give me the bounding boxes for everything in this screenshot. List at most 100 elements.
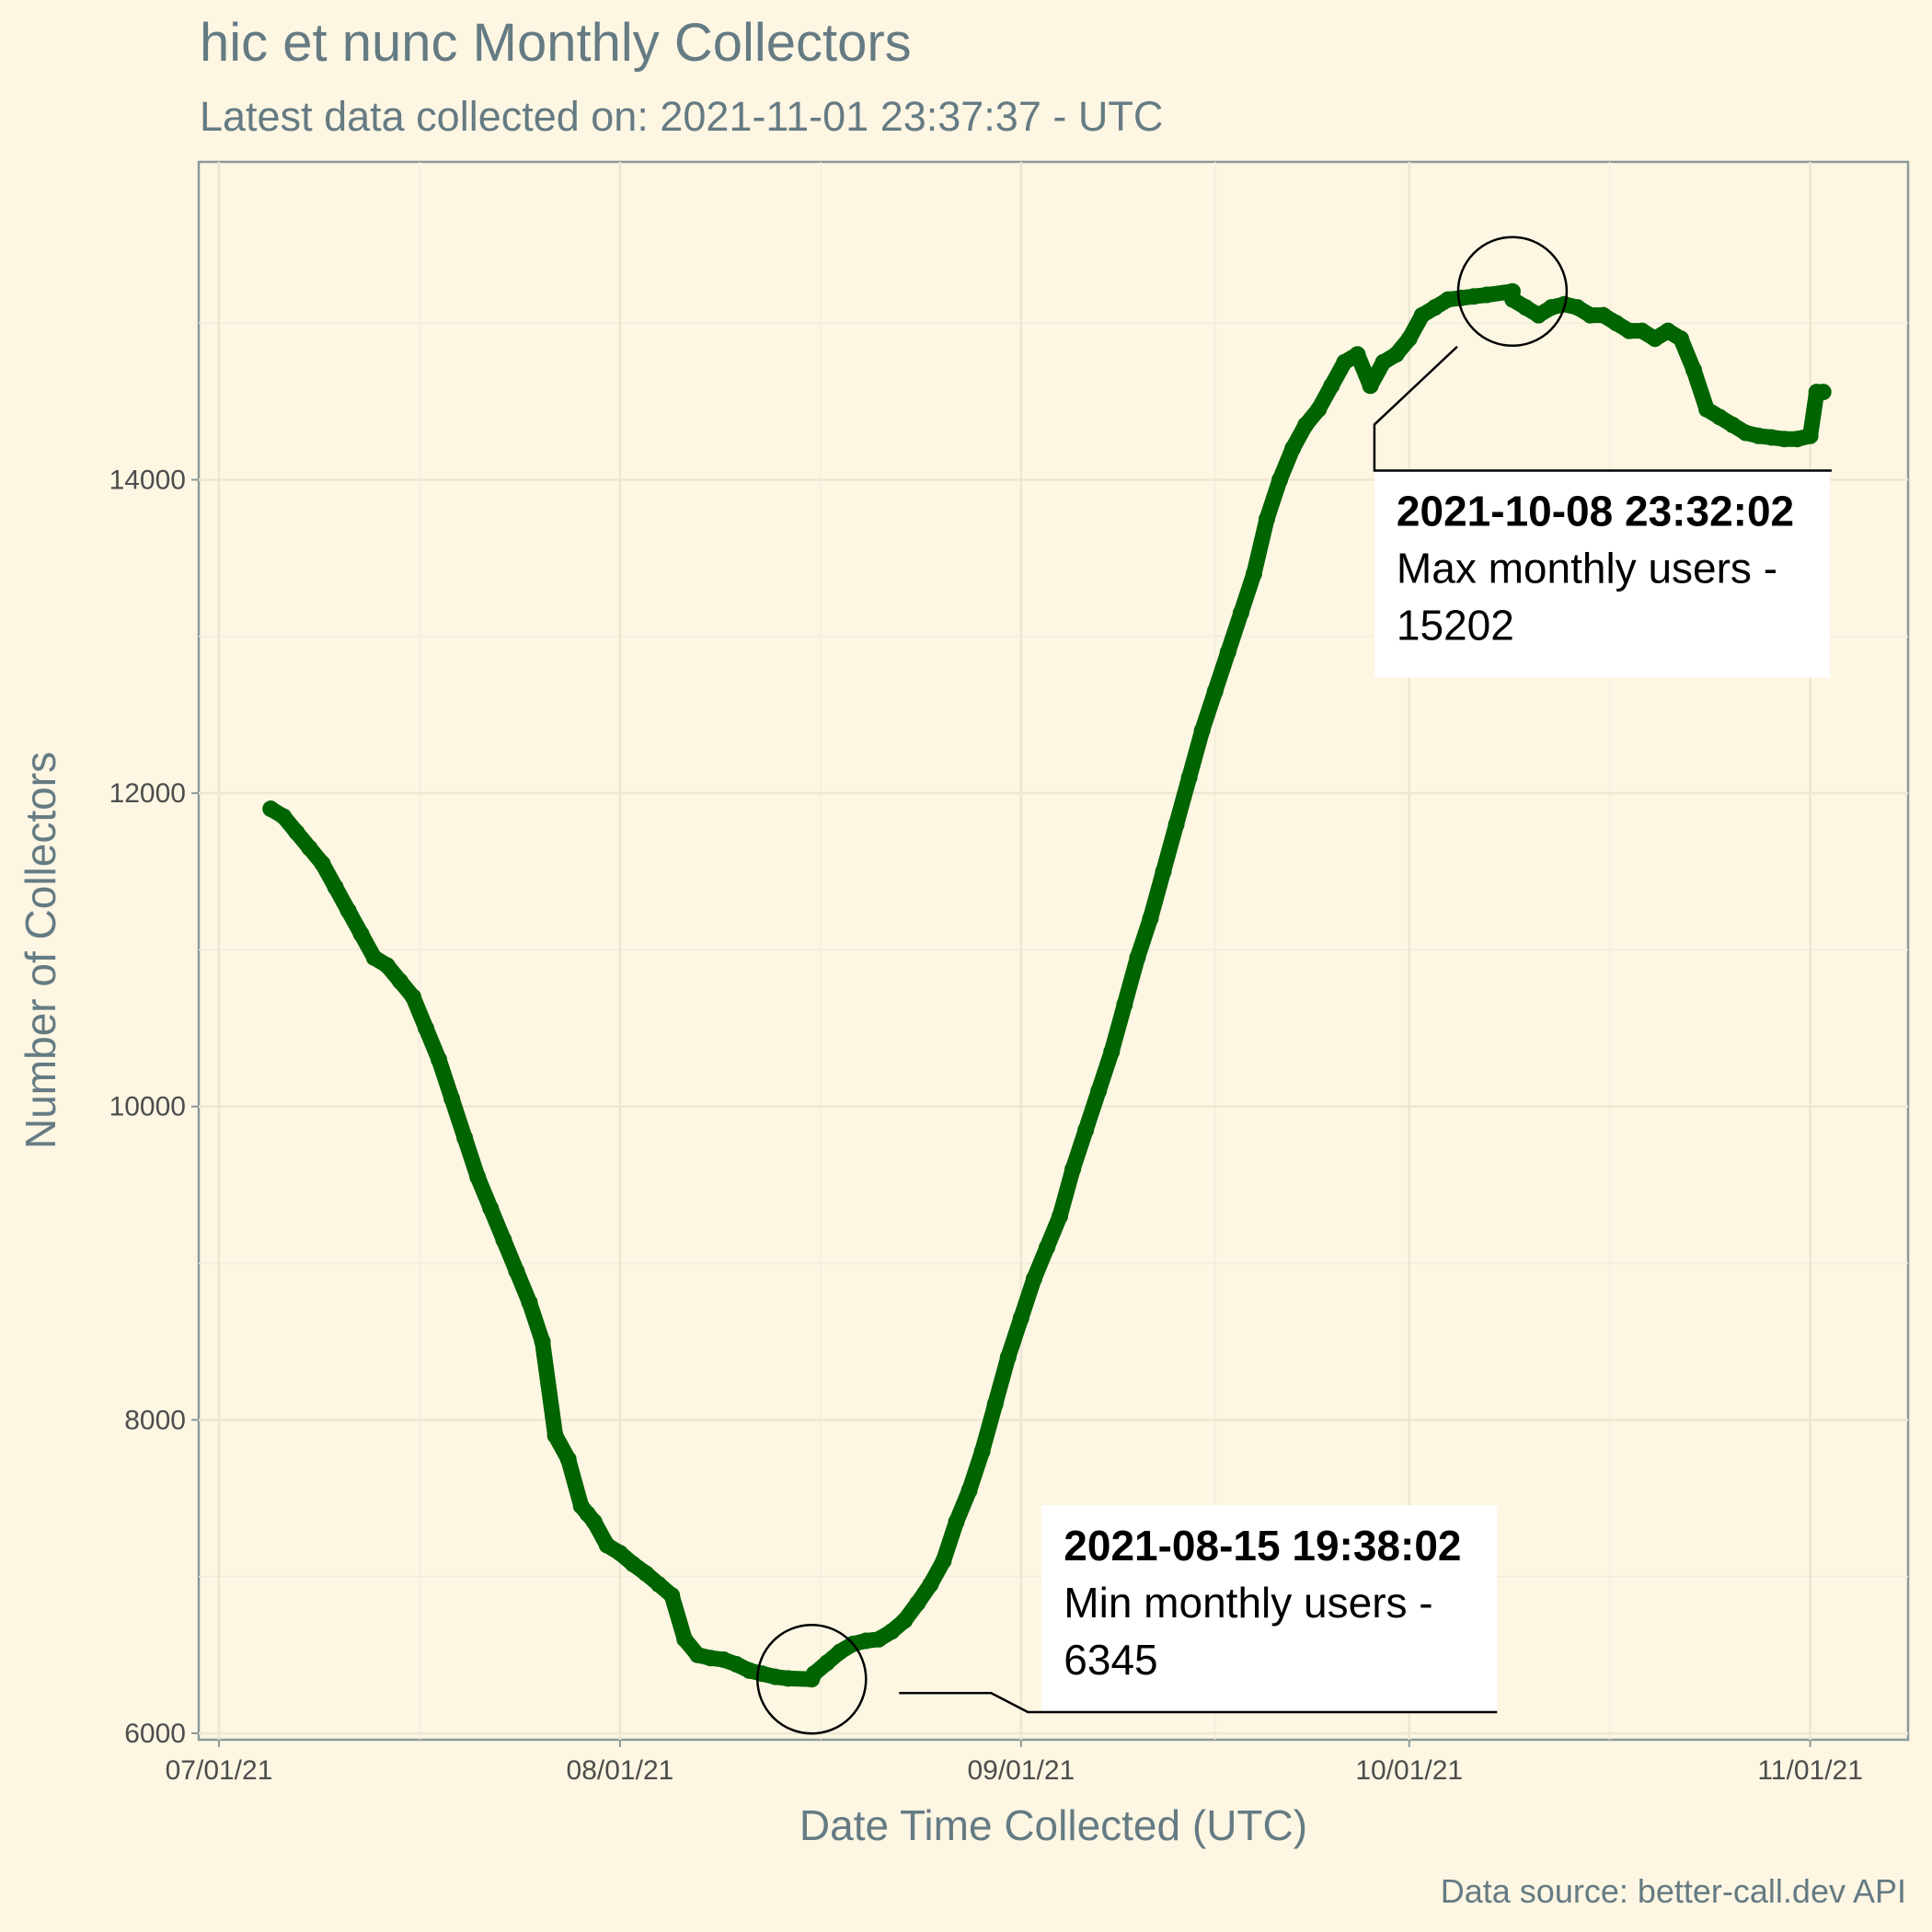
data-point [1607, 315, 1625, 332]
annotation-text: Min monthly users - [1064, 1579, 1432, 1627]
data-point [1724, 416, 1742, 433]
data-point [1452, 289, 1469, 306]
data-point [378, 957, 396, 974]
data-point [922, 1576, 939, 1593]
data-point [676, 1630, 694, 1648]
data-point [1439, 291, 1456, 308]
data-point [1052, 1207, 1069, 1225]
data-point [1362, 377, 1379, 395]
data-point [818, 1654, 835, 1672]
y-axis-label: Number of Collectors [17, 752, 64, 1149]
data-point [1219, 643, 1236, 661]
data-point [1788, 431, 1806, 448]
x-axis-label: Date Time Collected (UTC) [799, 1801, 1307, 1849]
annotation-text: Max monthly users - [1397, 544, 1777, 592]
data-point [1776, 431, 1793, 448]
data-point [805, 1665, 822, 1683]
data-point [559, 1450, 577, 1467]
data-point [663, 1587, 681, 1604]
data-point [534, 1333, 551, 1351]
data-point [779, 1670, 797, 1687]
data-point [1271, 471, 1289, 489]
data-point [1750, 427, 1767, 444]
annotation-box [1041, 1505, 1498, 1712]
data-point [1594, 306, 1612, 324]
data-point [1620, 322, 1638, 339]
annotation-value: 6345 [1064, 1636, 1157, 1684]
data-point [585, 1513, 603, 1531]
data-point [883, 1623, 901, 1640]
annotation-leader-line [899, 1691, 1498, 1714]
data-point [1387, 346, 1405, 363]
data-point [960, 1482, 978, 1500]
data-point [689, 1646, 707, 1663]
data-point [1646, 330, 1663, 348]
data-point [1633, 322, 1650, 339]
data-point [1400, 330, 1418, 348]
data-point [301, 839, 318, 857]
data-point [935, 1552, 952, 1570]
annotations-layer: 2021-08-15 19:38:02 Min monthly users - 63… [756, 236, 1832, 1735]
data-point [1180, 769, 1198, 787]
annotation-circle [1456, 236, 1569, 348]
y-tick-label: 8000 [124, 1405, 186, 1435]
data-point [986, 1396, 1004, 1413]
data-point [1284, 440, 1302, 457]
data-point [1659, 322, 1676, 339]
data-point [1167, 816, 1185, 834]
data-point [1569, 299, 1586, 316]
annotation-value: 15202 [1397, 601, 1514, 649]
data-point [495, 1231, 512, 1248]
data-point [288, 823, 305, 841]
data-point [741, 1662, 758, 1679]
chart-subtitle: Latest data collected on: 2021-11-01 23:… [200, 93, 1163, 140]
data-point [638, 1565, 655, 1582]
data-point [1763, 429, 1780, 446]
data-point [1077, 1121, 1095, 1139]
data-point [1245, 565, 1262, 582]
data-point [715, 1650, 732, 1668]
data-point [365, 949, 383, 966]
chart-title: hic et nunc Monthly Collectors [200, 13, 912, 73]
data-point [909, 1594, 926, 1612]
data-point [1543, 299, 1560, 316]
data-point [870, 1630, 888, 1648]
data-point [508, 1262, 525, 1280]
data-point [1025, 1271, 1042, 1288]
data-point [469, 1168, 487, 1186]
data-point [1673, 330, 1690, 348]
y-tick-label: 6000 [124, 1719, 186, 1749]
axes: 6000 8000 10000 12000 14000 07/01/21 08/01/21 0… [109, 465, 1863, 1786]
data-point [1038, 1239, 1055, 1257]
annotation-circle [756, 1623, 868, 1735]
data-point [275, 808, 293, 825]
data-point [1801, 427, 1819, 444]
data-point [1323, 377, 1340, 395]
data-point [1478, 286, 1496, 304]
data-point [650, 1576, 668, 1593]
x-tick-label: 07/01/21 [166, 1755, 273, 1786]
y-tick-label: 12000 [109, 778, 186, 809]
data-point [948, 1513, 965, 1531]
data-point [1737, 424, 1754, 442]
data-point [1193, 721, 1211, 739]
data-point [314, 855, 331, 872]
plot-panel [197, 160, 1910, 1742]
data-point [728, 1656, 745, 1673]
data-point [1090, 1082, 1108, 1099]
x-tick-label: 09/01/21 [967, 1755, 1075, 1786]
x-tick-label: 11/01/21 [1757, 1755, 1863, 1786]
data-point [1426, 299, 1443, 316]
data-point [999, 1349, 1017, 1366]
data-point [339, 902, 357, 919]
annotation-box [1374, 470, 1830, 678]
data-point [857, 1632, 875, 1650]
data-point [262, 800, 280, 818]
x-tick-label: 10/01/21 [1355, 1755, 1463, 1786]
data-point [1374, 353, 1392, 371]
data-point [766, 1668, 784, 1685]
data-point [1297, 416, 1315, 433]
data-point [404, 988, 421, 1006]
data-point [611, 1545, 628, 1562]
data-point [1349, 346, 1366, 363]
